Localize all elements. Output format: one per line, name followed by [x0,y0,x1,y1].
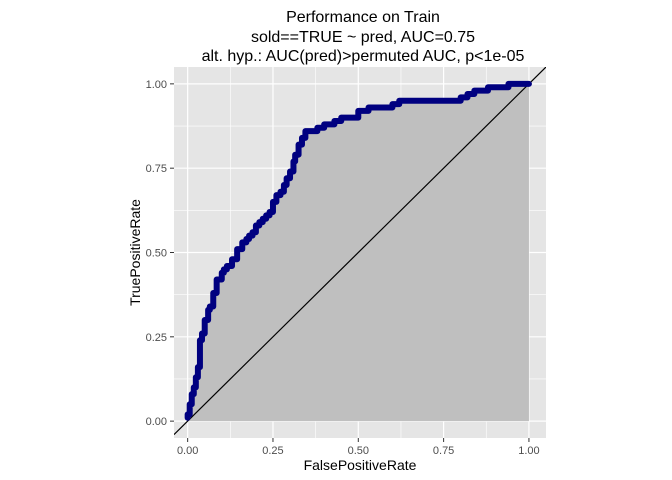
y-tick-label: 0.75 [146,163,167,175]
y-tick-label: 0.25 [146,332,167,344]
y-axis-title: TruePositiveRate [127,199,143,306]
y-axis: 0.00 0.25 0.50 0.75 1.00 [146,79,174,428]
roc-line [184,80,532,421]
x-tick-label: 0.00 [177,445,198,457]
x-axis: 0.00 0.25 0.50 0.75 1.00 [177,438,540,457]
chart-subtitle: sold==TRUE ~ pred, AUC=0.75 [251,29,475,46]
x-tick-label: 0.75 [433,445,454,457]
x-axis-title: FalsePositiveRate [304,457,417,473]
x-tick-label: 0.25 [262,445,283,457]
x-tick-label: 1.00 [518,445,539,457]
chart-title: Performance on Train [286,9,440,26]
y-tick-label: 0.00 [146,416,167,428]
chart-subtitle-2: alt. hyp.: AUC(pred)>permuted AUC, p<1e-… [202,48,525,65]
x-tick-label: 0.50 [348,445,369,457]
y-tick-label: 1.00 [146,79,167,91]
diagonal-line [174,67,546,436]
y-tick-label: 0.50 [146,248,167,260]
